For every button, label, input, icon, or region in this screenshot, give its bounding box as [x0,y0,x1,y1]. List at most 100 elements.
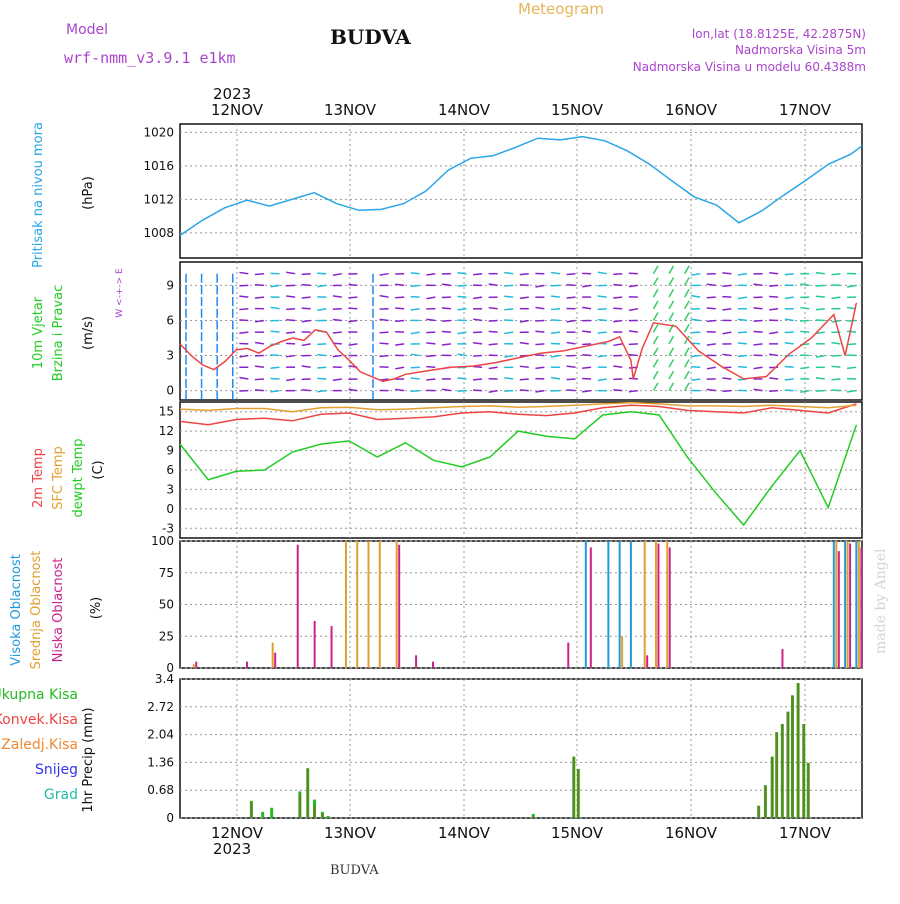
wind-arrow [567,297,576,298]
wind-arrow [785,379,794,380]
wind-arrow [395,320,404,321]
wind-arrow [598,356,607,357]
wind-arrow [442,308,451,309]
wind-arrow [333,356,342,357]
wind-arrow [489,308,498,309]
wind-arrow [685,266,690,274]
wind-arrow [535,355,544,356]
wind-arrow [785,343,794,344]
wind-arrow [411,378,420,379]
wind-arrow [653,324,658,332]
y-tick-label: 3.4 [155,672,174,686]
precip-conv-bar [758,806,760,818]
model-name: wrf-nmm_v3.9.1 e1km [64,49,236,67]
footer-label: BUDVA [330,863,379,878]
precip-conv-bar [573,757,575,818]
wind-arrow [317,285,326,286]
wind-arrow [653,313,658,321]
date-label: 16NOV [665,824,718,842]
precip-conv-bar [299,793,301,818]
wind-arrow [349,344,358,345]
wind-arrow [567,320,576,321]
wind-arrow [847,355,856,356]
wind-arrow [831,366,840,367]
wind-arrow [816,356,825,358]
wind-arrow [685,301,690,309]
precip-conv-bar [314,806,316,818]
wind-arrow [426,274,435,275]
wind-arrow [613,344,622,346]
cloud-label-mid: Srednja Oblacnost [29,551,44,670]
y-tick-label: 0 [166,384,174,398]
wind-arrow [458,332,467,333]
wind-arrow [504,309,513,310]
wind-arrow [567,342,576,343]
wind-arrow [691,356,700,357]
wind-arrow [333,274,342,276]
wind-arrow [769,309,778,310]
cloud-label-high: Visoka Oblacnost [9,554,24,666]
wind-arrow [653,278,658,286]
wind-arrow [785,274,794,275]
wind-arrow [535,344,544,345]
wind-arrow [302,320,311,321]
year-bottom: 2023 [213,840,251,858]
wind-arrow [613,320,622,321]
page-title: BUDVA [330,25,411,49]
wind-arrow [832,343,841,344]
wind-arrow [271,367,280,368]
y-tick-label: 2.72 [147,700,174,714]
wind-arrow [707,389,716,390]
wind-arrow [395,308,404,309]
wind-arrow [551,296,560,297]
y-tick-label: 9 [166,278,174,292]
wind-arrow [582,307,591,308]
precip-total-bar [327,816,330,818]
wind-arrow [567,379,576,380]
wind-arrow [442,389,451,390]
y-tick-label: 2.04 [147,728,174,742]
wind-arrow [691,296,700,297]
wind-arrow [754,344,763,345]
wind-arrow [598,320,607,321]
wind-arrow [598,332,607,333]
wind-arrow [473,297,482,298]
wind-arrow [653,336,658,344]
wind-arrow [333,296,342,297]
date-label: 12NOV [211,101,264,119]
wind-arrow [785,366,794,367]
wind-arrow [457,391,466,392]
y-tick-label: 50 [159,598,174,612]
wind-arrow [457,285,466,286]
wind-speed-line [180,303,856,381]
wind-arrow [653,348,658,356]
wind-arrow [629,355,638,356]
wind-arrow [582,285,591,286]
wind-arrow [271,355,280,356]
wind-arrow [317,355,326,356]
wind-arrow [535,331,544,332]
lonlat-label: lon,lat (18.8125E, 42.2875N) [692,27,866,41]
y-tick-label: 25 [159,629,174,643]
wind-arrow [567,285,576,286]
precip-conv-bar [781,724,783,818]
precip-label-grad: Grad [44,787,78,803]
wind-arrow [442,332,451,333]
wind-arrow [426,319,435,320]
wind-arrow [582,344,591,345]
wind-arrow [669,289,674,297]
y-tick-label: 3 [166,482,174,496]
wind-arrow [629,331,638,332]
temp-label-dewpt: dewpt Temp [71,438,86,517]
y-tick-label: 100 [151,534,174,548]
wind-arrow [317,367,326,368]
wind-arrow [380,343,389,344]
wind-arrow [754,308,763,309]
cloud-unit: (%) [89,597,104,620]
wind-arrow [442,344,451,345]
wind-arrow [380,296,389,297]
wind-arrow [535,367,544,368]
wind-arrow [754,320,763,321]
cloud-label-low: Niska Oblacnost [51,558,66,663]
